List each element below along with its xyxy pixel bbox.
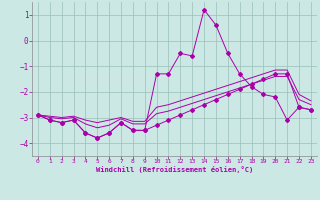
X-axis label: Windchill (Refroidissement éolien,°C): Windchill (Refroidissement éolien,°C) [96, 166, 253, 173]
